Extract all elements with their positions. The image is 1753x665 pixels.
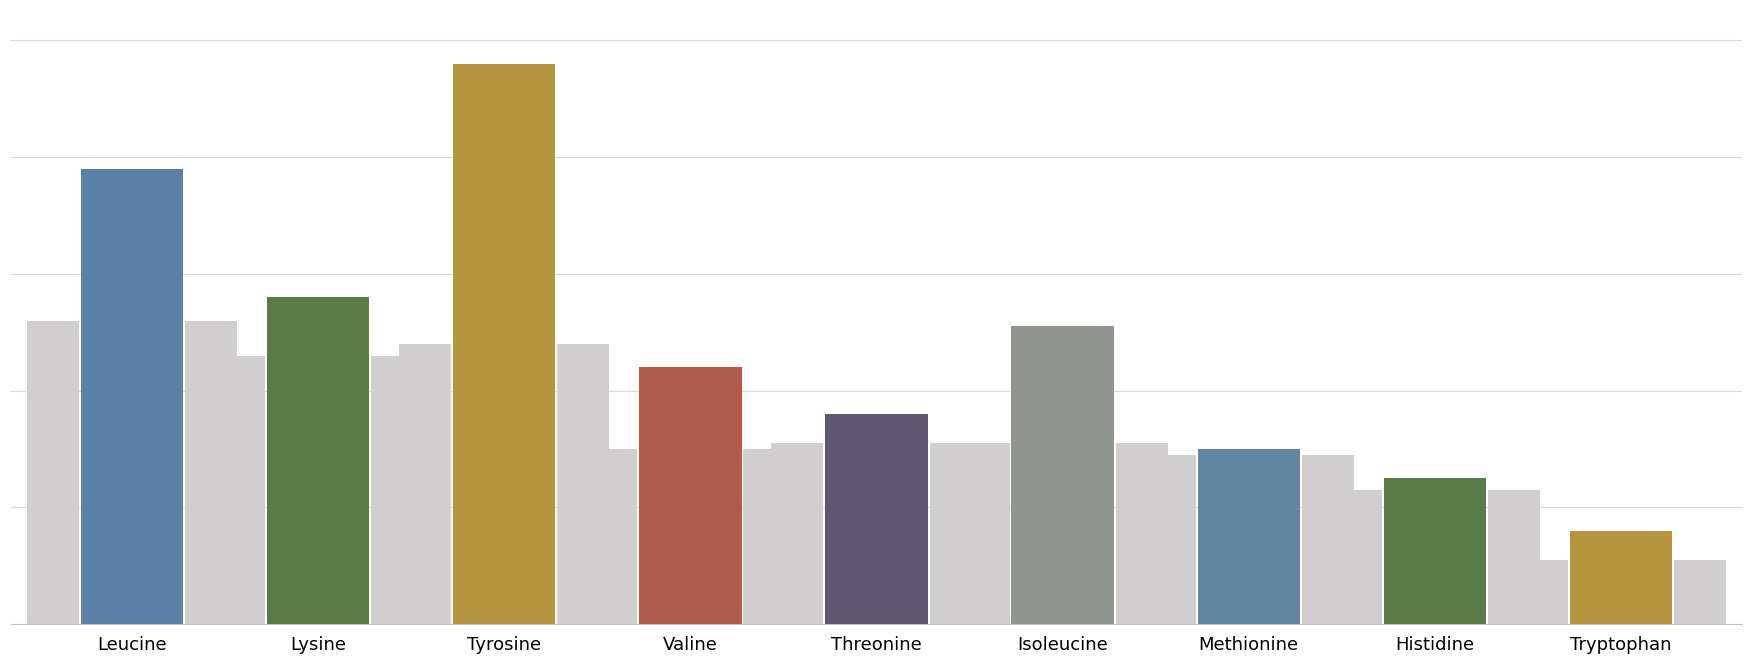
Bar	[81, 169, 184, 624]
Bar	[771, 443, 824, 624]
Bar	[266, 297, 370, 624]
Bar	[1143, 455, 1196, 624]
Bar	[186, 321, 237, 624]
Bar	[929, 443, 982, 624]
Bar	[586, 449, 638, 624]
Bar	[1011, 327, 1113, 624]
Bar	[557, 344, 610, 624]
Bar	[1302, 455, 1353, 624]
Bar	[1383, 478, 1487, 624]
Bar	[1197, 449, 1301, 624]
Bar	[957, 443, 1010, 624]
Bar	[1488, 490, 1539, 624]
Bar	[400, 344, 451, 624]
Bar	[1115, 443, 1167, 624]
Bar	[1331, 490, 1381, 624]
Bar	[1674, 560, 1727, 624]
Bar	[214, 356, 265, 624]
Bar	[372, 356, 422, 624]
Bar	[1569, 531, 1672, 624]
Bar	[1516, 560, 1567, 624]
Bar	[640, 367, 742, 624]
Bar	[26, 321, 79, 624]
Bar	[743, 449, 796, 624]
Bar	[452, 64, 556, 624]
Bar	[826, 414, 927, 624]
